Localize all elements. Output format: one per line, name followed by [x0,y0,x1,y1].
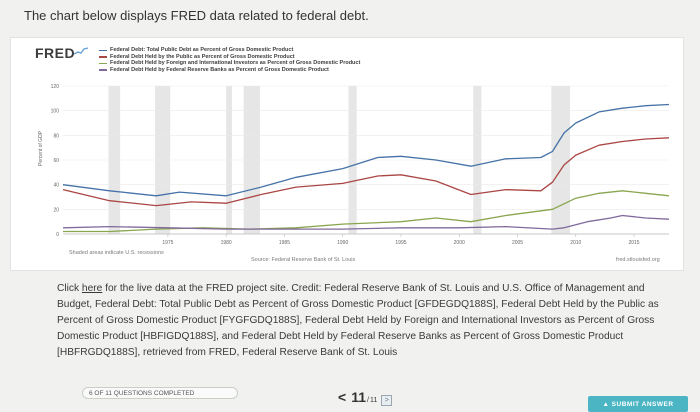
submit-answer-button[interactable]: ▲ SUBMIT ANSWER [588,396,688,412]
recession-note: Shaded areas indicate U.S. recessions [69,250,164,256]
x-tick-label: 2000 [454,240,465,246]
progress-indicator: 6 OF 11 QUESTIONS COMPLETED [82,387,238,399]
x-tick-label: 1975 [162,240,173,246]
next-question-button[interactable]: > [381,395,393,406]
x-tick-label: 2010 [570,240,581,246]
x-tick-label: 2005 [512,240,523,246]
chart-legend: Federal Debt: Total Public Debt as Perce… [99,47,360,73]
legend-label: Federal Debt Held by Federal Reserve Ban… [110,66,329,73]
legend-item-foreign-international: Federal Debt Held by Foreign and Interna… [99,60,360,67]
legend-label: Federal Debt: Total Public Debt as Perce… [110,47,294,53]
pager-separator: / [367,397,369,404]
live-data-link[interactable]: here [81,283,103,294]
chart-source: Source: Federal Reserve Bank of St. Loui… [251,257,356,263]
fred-logo[interactable]: FRED [35,45,76,61]
y-tick-label: 20 [53,207,59,213]
chart-description: Click here for the live data at the FRED… [57,281,677,361]
chart-plot: 0 20 40 60 80 100 120 1975 1980 1985 1990 1995 2000 2… [51,84,670,246]
total-questions: 11 [369,397,378,404]
legend-swatch [99,62,107,64]
legend-label: Federal Debt Held by the Public as Perce… [110,53,295,60]
series-line-federal-reserve [62,214,670,230]
legend-item-federal-reserve: Federal Debt Held by Federal Reserve Ban… [99,67,360,74]
series-line-foreign-international [63,190,670,233]
current-question-number: 11 [351,389,366,405]
x-tick-label: 1985 [279,240,290,246]
fred-chart: FRED Federal Debt: Total Public Debt as … [10,37,684,271]
y-tick-label: 100 [51,109,60,115]
y-tick-label: 80 [53,133,59,139]
series-line-total-public-debt [62,103,670,197]
fred-logo-graph-icon [74,47,88,55]
legend-label: Federal Debt Held by Foreign and Interna… [110,60,361,66]
x-tick-label: 1980 [221,240,232,246]
legend-swatch [99,49,107,51]
legend-item-total-public-debt: Federal Debt: Total Public Debt as Perce… [99,47,360,54]
page-heading: The chart below displays FRED data relat… [24,8,369,23]
description-body: for the live data at the FRED project si… [57,283,659,358]
description-prefix: Click [57,283,82,294]
y-tick-label: 40 [53,183,59,189]
fred-site-link[interactable]: fred.stlouisfed.org [616,257,660,263]
x-tick-label: 1995 [395,240,406,246]
y-tick-label: 60 [53,158,59,164]
series-line-held-by-public [62,137,670,207]
x-tick-label: 2015 [628,240,639,246]
legend-swatch [99,56,107,58]
y-tick-label: 0 [56,232,59,238]
y-tick-label: 120 [51,84,60,90]
previous-question-button[interactable]: < [338,389,347,405]
legend-item-held-by-public: Federal Debt Held by the Public as Perce… [99,54,360,61]
question-pager: < 11 / 11 > [338,389,393,406]
x-tick-label: 1990 [337,240,348,246]
legend-swatch [99,69,107,71]
